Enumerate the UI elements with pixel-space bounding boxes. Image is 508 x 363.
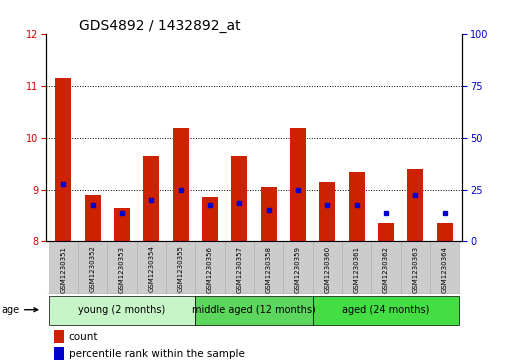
FancyBboxPatch shape (430, 241, 459, 294)
Text: GSM1230354: GSM1230354 (148, 246, 154, 293)
Bar (261, 187, 277, 241)
FancyBboxPatch shape (312, 241, 342, 294)
Bar (54, 347, 65, 360)
Bar (290, 128, 306, 241)
Text: GSM1230351: GSM1230351 (60, 246, 67, 293)
Text: middle aged (12 months): middle aged (12 months) (192, 305, 316, 315)
FancyBboxPatch shape (401, 241, 430, 294)
Bar (85, 195, 101, 241)
Text: young (2 months): young (2 months) (78, 305, 166, 315)
FancyBboxPatch shape (254, 241, 283, 294)
Bar (378, 223, 394, 241)
Text: GSM1230363: GSM1230363 (412, 246, 419, 293)
Text: aged (24 months): aged (24 months) (342, 305, 430, 315)
Text: GSM1230353: GSM1230353 (119, 246, 125, 293)
Bar (202, 197, 218, 241)
Text: GSM1230355: GSM1230355 (178, 246, 184, 293)
Text: GDS4892 / 1432892_at: GDS4892 / 1432892_at (79, 20, 241, 33)
Text: GSM1230359: GSM1230359 (295, 246, 301, 293)
Bar (173, 128, 189, 241)
Text: GSM1230352: GSM1230352 (89, 246, 96, 293)
FancyBboxPatch shape (283, 241, 312, 294)
Text: percentile rank within the sample: percentile rank within the sample (69, 349, 244, 359)
Bar (319, 182, 335, 241)
Bar (436, 223, 453, 241)
FancyBboxPatch shape (137, 241, 166, 294)
Bar (54, 330, 65, 343)
Bar (231, 156, 247, 241)
FancyBboxPatch shape (312, 295, 459, 325)
FancyBboxPatch shape (225, 241, 254, 294)
FancyBboxPatch shape (78, 241, 107, 294)
Text: GSM1230360: GSM1230360 (324, 246, 330, 293)
Text: GSM1230356: GSM1230356 (207, 246, 213, 293)
Bar (143, 156, 160, 241)
Bar (114, 208, 130, 241)
FancyBboxPatch shape (49, 241, 78, 294)
Text: GSM1230357: GSM1230357 (236, 246, 242, 293)
Text: count: count (69, 332, 98, 342)
Text: age: age (1, 305, 38, 315)
Text: GSM1230358: GSM1230358 (266, 246, 272, 293)
Bar (348, 172, 365, 241)
FancyBboxPatch shape (49, 295, 196, 325)
Text: GSM1230364: GSM1230364 (441, 246, 448, 293)
Bar (55, 78, 72, 241)
FancyBboxPatch shape (371, 241, 401, 294)
FancyBboxPatch shape (107, 241, 137, 294)
FancyBboxPatch shape (166, 241, 196, 294)
Text: GSM1230362: GSM1230362 (383, 246, 389, 293)
Text: GSM1230361: GSM1230361 (354, 246, 360, 293)
FancyBboxPatch shape (342, 241, 371, 294)
FancyBboxPatch shape (196, 241, 225, 294)
FancyBboxPatch shape (196, 295, 312, 325)
Bar (407, 169, 423, 241)
